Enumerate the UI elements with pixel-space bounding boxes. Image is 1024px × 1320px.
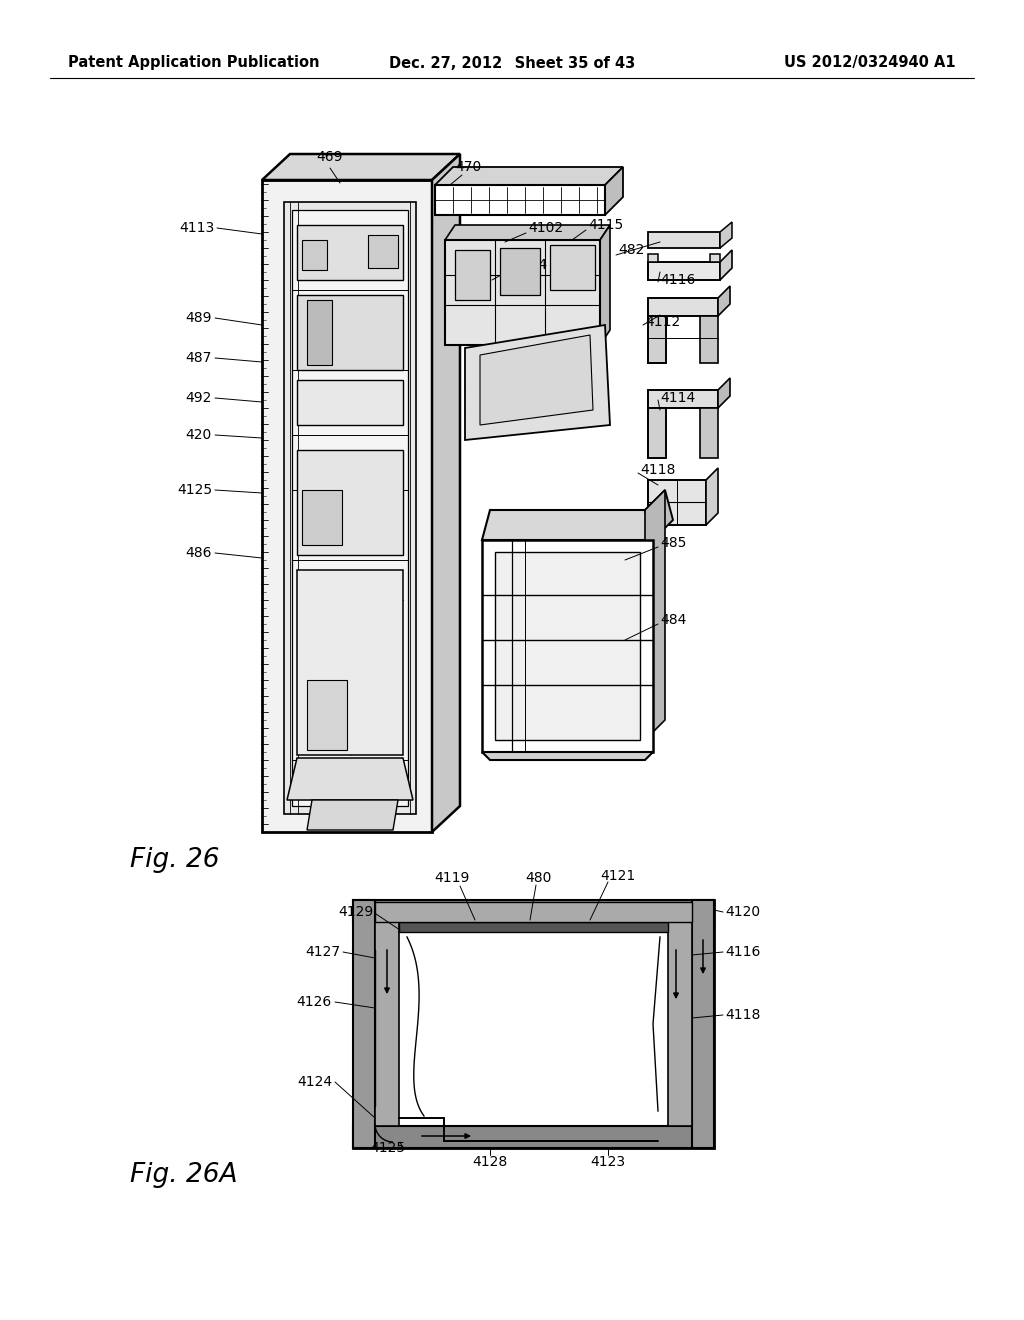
Polygon shape	[645, 490, 665, 741]
Text: 469: 469	[316, 150, 343, 164]
Polygon shape	[480, 335, 593, 425]
Polygon shape	[692, 900, 714, 1148]
Polygon shape	[445, 224, 610, 240]
Text: 482: 482	[618, 243, 644, 257]
Polygon shape	[718, 378, 730, 408]
Text: Dec. 27, 2012  Sheet 35 of 43: Dec. 27, 2012 Sheet 35 of 43	[389, 55, 635, 70]
Polygon shape	[648, 232, 720, 248]
Text: 4102: 4102	[528, 220, 563, 235]
Text: 4118: 4118	[640, 463, 676, 477]
Polygon shape	[307, 680, 347, 750]
Polygon shape	[720, 222, 732, 248]
Text: 480: 480	[525, 871, 551, 884]
Text: 4113: 4113	[180, 220, 215, 235]
Polygon shape	[706, 469, 718, 525]
Polygon shape	[262, 154, 460, 180]
Polygon shape	[455, 249, 490, 300]
Polygon shape	[297, 570, 403, 755]
Polygon shape	[307, 800, 398, 830]
Polygon shape	[353, 900, 714, 1148]
Polygon shape	[297, 450, 403, 554]
Text: 4116: 4116	[660, 273, 695, 286]
Text: 4112: 4112	[645, 315, 680, 329]
Text: 470: 470	[455, 160, 481, 174]
Polygon shape	[287, 758, 413, 800]
Text: Fig. 26A: Fig. 26A	[130, 1162, 238, 1188]
Polygon shape	[465, 325, 610, 440]
Polygon shape	[645, 490, 673, 540]
Polygon shape	[648, 315, 666, 363]
Polygon shape	[648, 480, 706, 525]
Text: 487: 487	[185, 351, 212, 366]
Text: 4104: 4104	[512, 257, 547, 272]
Text: 4127: 4127	[305, 945, 340, 960]
Polygon shape	[297, 294, 403, 370]
Polygon shape	[399, 921, 668, 932]
Polygon shape	[262, 180, 432, 832]
Text: 492: 492	[185, 391, 212, 405]
Polygon shape	[648, 261, 720, 280]
Polygon shape	[432, 154, 460, 832]
Polygon shape	[648, 253, 658, 261]
Polygon shape	[550, 246, 595, 290]
Polygon shape	[353, 900, 714, 921]
Polygon shape	[375, 921, 399, 1126]
Polygon shape	[435, 168, 623, 185]
Polygon shape	[495, 552, 640, 741]
Polygon shape	[302, 490, 342, 545]
Polygon shape	[284, 202, 416, 814]
Text: Patent Application Publication: Patent Application Publication	[68, 55, 319, 70]
Polygon shape	[353, 900, 375, 1148]
Text: 4121: 4121	[600, 869, 636, 883]
Text: 484: 484	[660, 612, 686, 627]
Polygon shape	[482, 540, 653, 752]
Polygon shape	[500, 248, 540, 294]
Polygon shape	[353, 1126, 714, 1148]
Polygon shape	[292, 210, 408, 807]
Polygon shape	[700, 315, 718, 363]
Text: 4116: 4116	[725, 945, 761, 960]
Polygon shape	[600, 224, 610, 345]
Polygon shape	[605, 168, 623, 215]
Text: 4115: 4115	[588, 218, 624, 232]
Polygon shape	[668, 921, 692, 1126]
Text: 4128: 4128	[472, 1155, 508, 1170]
Text: 4124: 4124	[297, 1074, 332, 1089]
Polygon shape	[710, 253, 720, 261]
Polygon shape	[297, 380, 403, 425]
Polygon shape	[648, 389, 718, 408]
Text: 4126: 4126	[297, 995, 332, 1008]
Polygon shape	[648, 408, 666, 458]
Polygon shape	[648, 298, 718, 315]
Text: 4123: 4123	[591, 1155, 626, 1170]
Text: 4129: 4129	[339, 906, 374, 919]
Polygon shape	[297, 224, 403, 280]
Text: 4119: 4119	[434, 871, 470, 884]
Polygon shape	[445, 240, 600, 345]
Polygon shape	[720, 249, 732, 280]
Text: 4125: 4125	[371, 1140, 406, 1155]
Text: 489: 489	[185, 312, 212, 325]
Text: 420: 420	[185, 428, 212, 442]
Polygon shape	[307, 300, 332, 366]
Text: 485: 485	[660, 536, 686, 550]
Polygon shape	[368, 235, 398, 268]
Text: 4120: 4120	[725, 906, 760, 919]
Polygon shape	[375, 902, 692, 921]
Text: 4125: 4125	[177, 483, 212, 498]
Text: 4118: 4118	[725, 1008, 761, 1022]
Polygon shape	[700, 408, 718, 458]
Text: 486: 486	[185, 546, 212, 560]
Polygon shape	[482, 510, 653, 540]
Text: US 2012/0324940 A1: US 2012/0324940 A1	[784, 55, 956, 70]
Text: Fig. 26: Fig. 26	[130, 847, 219, 873]
Polygon shape	[718, 286, 730, 315]
Polygon shape	[302, 240, 327, 271]
Text: 4114: 4114	[660, 391, 695, 405]
Polygon shape	[435, 185, 605, 215]
Polygon shape	[482, 752, 653, 760]
